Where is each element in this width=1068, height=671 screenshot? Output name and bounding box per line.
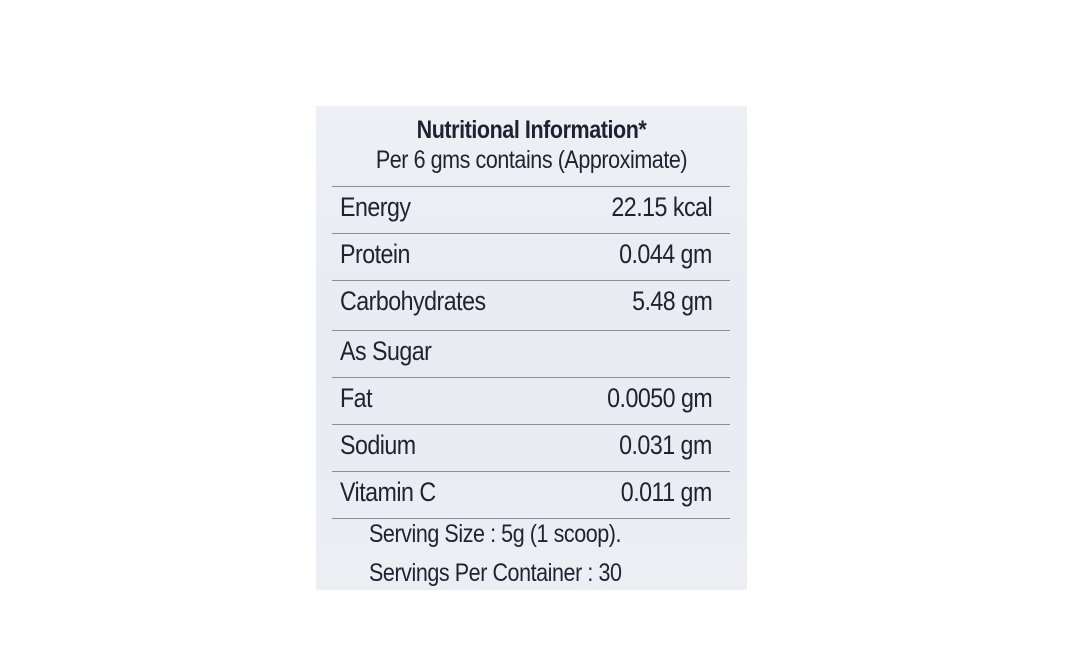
nutrient-row-energy: Energy 22.15 kcal <box>332 187 730 234</box>
nutrient-amount: 0.044 gm <box>619 239 712 269</box>
nutrient-row-fat: Fat 0.0050 gm <box>332 378 730 425</box>
nutrient-amount: 5.48 gm <box>631 286 713 316</box>
label-subtitle: Per 6 gms contains (Approximate) <box>375 146 688 174</box>
nutrient-row-as-sugar: As Sugar <box>332 331 730 378</box>
nutrient-amount: 0.031 gm <box>619 430 712 460</box>
nutrient-row-sodium: Sodium 0.031 gm <box>332 425 730 472</box>
nutrient-amount: 0.011 gm <box>621 477 712 507</box>
servings-per-container: Servings Per Container : 30 <box>369 559 622 587</box>
nutrient-name: As Sugar <box>340 336 432 366</box>
nutrient-name: Energy <box>340 192 411 222</box>
nutrient-name: Fat <box>340 383 373 413</box>
nutrition-label: Nutritional Information* Per 6 gms conta… <box>316 106 747 590</box>
nutrient-amount: 0.0050 gm <box>606 383 713 413</box>
nutrient-row-vitamin-c: Vitamin C 0.011 gm <box>332 472 730 519</box>
nutrient-name: Vitamin C <box>340 477 436 507</box>
nutrient-name: Carbohydrates <box>340 286 486 316</box>
nutrient-row-protein: Protein 0.044 gm <box>332 234 730 281</box>
serving-size: Serving Size : 5g (1 scoop). <box>369 520 622 548</box>
nutrient-name: Sodium <box>340 430 416 460</box>
nutrient-name: Protein <box>340 239 410 269</box>
label-title: Nutritional Information* <box>416 116 647 144</box>
nutrient-table: Energy 22.15 kcal Protein 0.044 gm Carbo… <box>332 186 730 519</box>
nutrient-row-carbohydrates: Carbohydrates 5.48 gm <box>332 281 730 331</box>
nutrient-amount: 22.15 kcal <box>611 192 712 222</box>
